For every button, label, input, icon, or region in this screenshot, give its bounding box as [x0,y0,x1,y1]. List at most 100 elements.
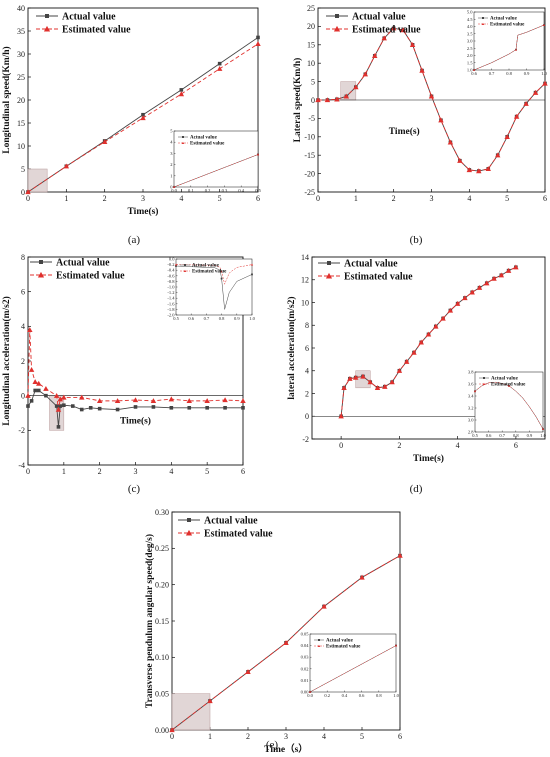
estimated-value-point [396,368,403,373]
estimated-value-point [419,67,425,73]
panel-d: 0 2 4 6 -2 0 2 4 6 8 10 12 14 Time(s) lateral accelera… [286,253,547,495]
estimated-value-point [207,698,213,704]
x-axis-label: Time(s) [413,453,444,464]
y-tick-label: 3.4 [468,394,474,399]
actual-value-point [29,399,34,403]
y-tick-label: 6 [305,344,309,353]
inset-chart: 0.0 0.2 0.4 0.6 0.8 1.0 0.00 0.01 0.02 0.03 0.04 0.… [301,632,400,699]
x-tick-label: 5 [205,467,209,476]
estimated-value-point [523,100,529,106]
legend-actual-label: Actual value [490,17,518,22]
estimated-value-point [390,25,397,31]
estimated-value-point [36,380,42,386]
estimated-value-point [447,307,454,313]
x-tick-label: 1 [64,194,68,203]
x-tick-label: 2 [397,441,401,450]
x-tick-label: 4 [179,194,183,203]
y-tick-label: 3.2 [468,406,474,411]
y-tick-label: 10 [301,298,309,307]
x-tick-label: 0 [316,194,320,203]
y-tick-label: 8 [21,253,25,262]
x-tick-label: 3 [141,194,145,203]
estimated-value-point [409,42,416,47]
y-tick-label: 0.0 [169,257,175,262]
estimated-value-point [101,139,108,145]
estimated-value-point [140,115,146,121]
estimated-value-point [447,139,454,145]
y-tick-label: 5 [311,77,315,86]
estimated-value-point [418,339,424,345]
y-tick-label: 0.00 [155,726,169,735]
x-tick-label: 6 [241,467,245,476]
estimated-value-point [440,315,446,321]
y-tick-label: 20 [307,22,315,31]
estimated-value-point [283,640,289,645]
legend-actual-marker [39,260,43,264]
estimated-value-point [498,272,505,278]
legend-estimated-label: Estimated value [490,23,525,28]
y-tick-label: 0.00 [301,690,310,695]
y-tick-label: 0 [21,188,25,197]
legend-actual-marker [184,264,186,266]
y-tick-label: 0.05 [155,689,169,698]
legend-estimated-label: Estimated value [491,383,526,388]
legend-actual-label: Actual value [56,258,110,269]
x-tick-label: 0 [26,467,30,476]
estimated-value-point [472,68,476,71]
estimated-value-point [514,48,518,51]
actual-value-point [70,404,75,408]
legend-estimated-marker [43,25,51,32]
x-tick-label: 3 [430,194,434,203]
inset-frame [173,130,259,188]
y-tick-label: 4 [170,140,173,145]
y-tick-label: 5 [21,165,25,174]
legend-actual-label: Actual value [326,639,354,644]
y-tick-label: 35 [17,27,25,36]
estimated-value-point [27,327,33,332]
x-tick-label: 0.6 [471,71,477,76]
x-tick-label: 0.5 [472,433,478,438]
estimated-value-point [428,93,435,99]
y-tick-label: -1.0 [167,285,175,290]
legend-estimated-marker [185,529,193,536]
inset-chart: 0.6 0.7 0.8 0.9 1.0 1.0 1.5 2.0 2.5 3.0 3.5 4.0 4.5 5… [467,10,548,77]
y-tick-label: 2 [305,389,309,398]
legend-actual-marker [182,136,184,138]
estimated-value-point [341,385,347,390]
panel-label: (c) [128,483,141,495]
estimated-value-point [220,270,223,273]
y-tick-label: 0.02 [301,666,309,671]
estimated-value-point [25,189,31,195]
x-tick-label: 0.8 [219,316,225,321]
estimated-value-point [473,390,477,393]
y-tick-label: 10 [307,59,315,68]
actual-value-point [141,112,145,117]
inset-background [310,634,396,692]
estimated-value-point [362,71,369,77]
y-tick-label: 3 [170,151,173,156]
inset-background [474,12,544,70]
y-axis-label: Transverse pendulum angular speed(deg/s) [144,534,155,708]
legend-estimated-label: Estimated value [344,272,413,283]
actual-value-point [169,406,174,410]
x-tick-label: 0.2 [324,693,330,698]
estimated-value-point [359,574,365,580]
x-tick-label: 0 [339,441,343,450]
x-tick-label: 0.4 [238,188,244,193]
legend-actual-marker [482,17,484,19]
y-tick-label: 0.04 [301,643,310,648]
legend-actual-marker [483,377,485,379]
y-tick-label: 0 [21,391,25,400]
estimated-value-point [55,406,62,412]
y-tick-label: 30 [17,50,25,59]
legend-estimated-label: Estimated value [326,645,361,650]
y-tick-label: 25 [17,73,25,82]
estimated-value-point [394,644,398,647]
estimated-value-point [367,379,373,385]
x-tick-label: 4 [456,441,460,450]
panel-label: (e) [266,739,279,751]
x-tick-label: 6 [514,441,518,450]
y-tick-label: 2.0 [467,53,473,58]
y-axis-label: Longitudinal acceleration(m/s2) [1,296,12,426]
estimated-value-point [425,331,432,337]
